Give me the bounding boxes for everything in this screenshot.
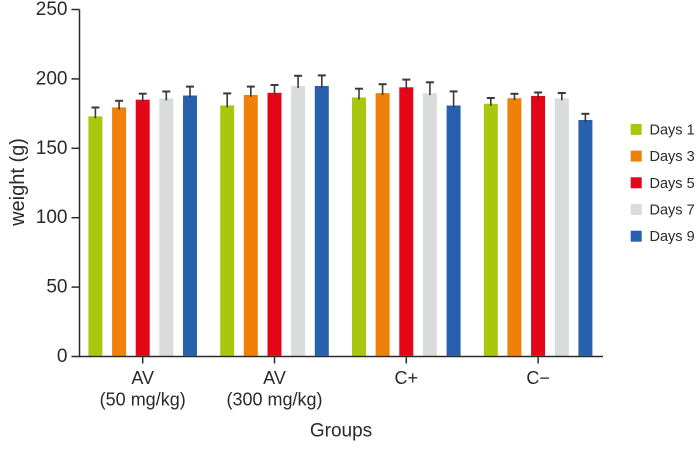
svg-text:(300 mg/kg): (300 mg/kg): [226, 390, 322, 410]
svg-text:AV: AV: [131, 368, 154, 388]
svg-text:Days 3: Days 3: [650, 149, 695, 165]
svg-text:150: 150: [36, 138, 68, 159]
svg-text:250: 250: [36, 0, 68, 20]
svg-text:Days 7: Days 7: [650, 203, 695, 219]
svg-text:Days 1: Days 1: [650, 122, 695, 138]
svg-text:0: 0: [57, 346, 68, 367]
svg-text:50: 50: [46, 277, 67, 298]
svg-text:200: 200: [36, 68, 68, 89]
svg-text:Groups: Groups: [310, 421, 372, 442]
svg-text:C−: C−: [526, 368, 550, 388]
svg-text:Days 9: Days 9: [650, 229, 695, 245]
svg-text:(50 mg/kg): (50 mg/kg): [100, 390, 186, 410]
svg-text:C+: C+: [395, 368, 419, 388]
svg-text:AV: AV: [263, 368, 286, 388]
svg-text:Days 5: Days 5: [650, 176, 695, 192]
svg-text:100: 100: [36, 207, 68, 228]
svg-text:weight (g): weight (g): [7, 138, 29, 227]
